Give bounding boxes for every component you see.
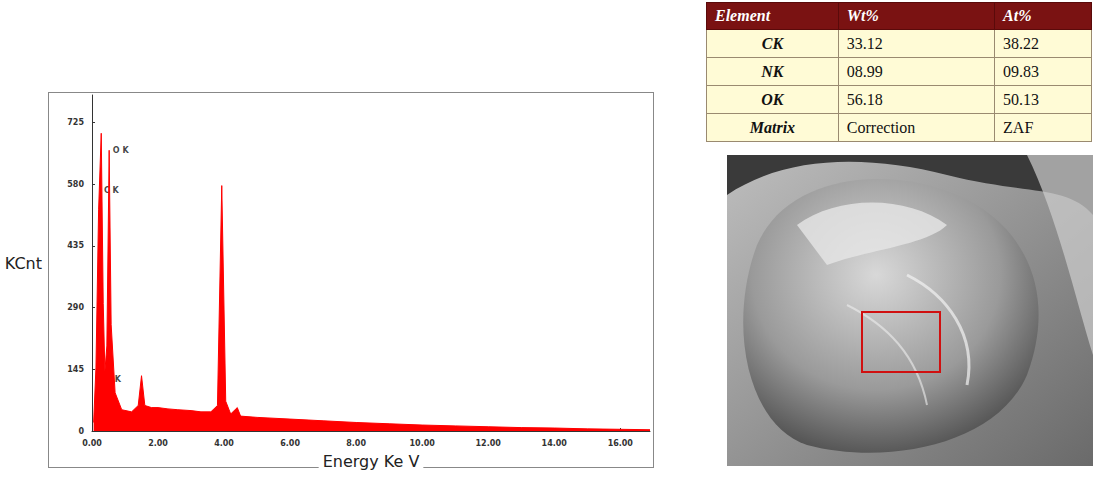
html-text:08.99: 08.99 <box>846 62 883 80</box>
svg-text:14.00: 14.00 <box>542 439 568 448</box>
svg-text:435: 435 <box>67 241 84 250</box>
svg-text:0: 0 <box>78 427 84 436</box>
svg-text:12.00: 12.00 <box>476 439 502 448</box>
html-text:OK: OK <box>761 90 784 108</box>
html-text:50.13: 50.13 <box>1003 90 1040 108</box>
html-text:Element: Element <box>715 7 771 24</box>
svg-text:Energy Ke V: Energy Ke V <box>323 452 420 471</box>
svg-text:4.00: 4.00 <box>214 439 234 448</box>
svg-text:8.00: 8.00 <box>346 439 366 448</box>
html-text:ZAF: ZAF <box>1003 118 1034 136</box>
svg-text:2.00: 2.00 <box>148 439 168 448</box>
html-text:38.22: 38.22 <box>1003 34 1040 52</box>
html-text:CK: CK <box>761 34 784 52</box>
html-text:At%: At% <box>1003 7 1032 24</box>
svg-text:6.00: 6.00 <box>280 439 300 448</box>
svg-text:725: 725 <box>67 118 84 127</box>
html-text:Wt%: Wt% <box>846 7 879 24</box>
html-text:Matrix: Matrix <box>749 118 796 136</box>
svg-text:16.00: 16.00 <box>608 439 634 448</box>
svg-text:O K: O K <box>113 146 130 155</box>
svg-text:10.00: 10.00 <box>410 439 436 448</box>
svg-text:0.00: 0.00 <box>82 439 102 448</box>
html-text:NK: NK <box>761 62 784 80</box>
svg-text:580: 580 <box>67 180 84 189</box>
html-text:56.18: 56.18 <box>846 90 883 108</box>
svg-text:290: 290 <box>67 303 84 312</box>
html-text:Correction: Correction <box>846 118 916 136</box>
svg-text:145: 145 <box>67 365 84 374</box>
svg-text:C K: C K <box>104 186 120 195</box>
html-text:09.83: 09.83 <box>1003 62 1040 80</box>
html-text:33.12: 33.12 <box>846 34 883 52</box>
svg-text:KCnt: KCnt <box>5 254 42 273</box>
